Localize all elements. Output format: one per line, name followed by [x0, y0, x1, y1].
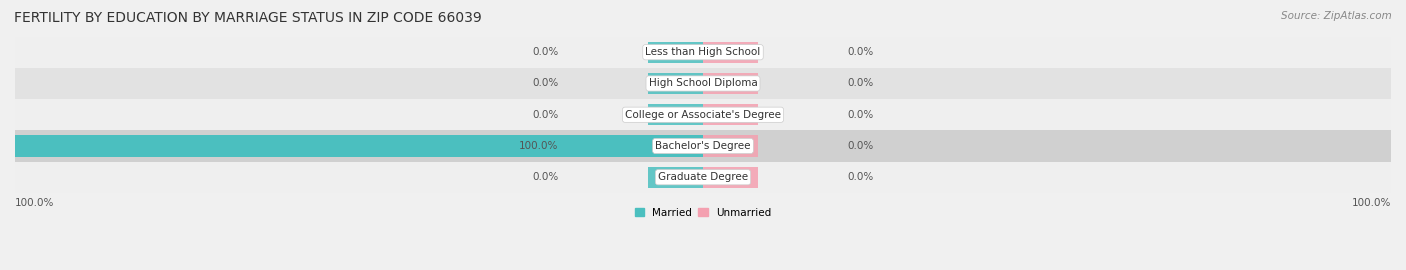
Text: Graduate Degree: Graduate Degree — [658, 172, 748, 182]
Bar — [648, 42, 703, 63]
Text: 100.0%: 100.0% — [1351, 198, 1391, 208]
Bar — [703, 104, 758, 125]
Text: Less than High School: Less than High School — [645, 47, 761, 57]
Bar — [15, 68, 1391, 99]
Legend: Married, Unmarried: Married, Unmarried — [630, 204, 776, 222]
Text: 0.0%: 0.0% — [533, 172, 558, 182]
Bar — [15, 99, 1391, 130]
Bar — [15, 130, 1391, 162]
Text: College or Associate's Degree: College or Associate's Degree — [626, 110, 780, 120]
Bar — [648, 73, 703, 94]
Text: 0.0%: 0.0% — [848, 47, 873, 57]
Bar — [15, 135, 703, 157]
Bar — [15, 37, 1391, 68]
Text: FERTILITY BY EDUCATION BY MARRIAGE STATUS IN ZIP CODE 66039: FERTILITY BY EDUCATION BY MARRIAGE STATU… — [14, 11, 482, 25]
Text: 0.0%: 0.0% — [848, 110, 873, 120]
Bar — [703, 73, 758, 94]
Bar — [15, 162, 1391, 193]
Text: 100.0%: 100.0% — [519, 141, 558, 151]
Text: 0.0%: 0.0% — [533, 47, 558, 57]
Text: 0.0%: 0.0% — [533, 110, 558, 120]
Text: 0.0%: 0.0% — [848, 79, 873, 89]
Text: Bachelor's Degree: Bachelor's Degree — [655, 141, 751, 151]
Bar — [648, 104, 703, 125]
Bar — [648, 167, 703, 188]
Text: Source: ZipAtlas.com: Source: ZipAtlas.com — [1281, 11, 1392, 21]
Bar — [703, 42, 758, 63]
Text: High School Diploma: High School Diploma — [648, 79, 758, 89]
Text: 0.0%: 0.0% — [533, 79, 558, 89]
Text: 0.0%: 0.0% — [848, 141, 873, 151]
Bar — [703, 135, 758, 157]
Bar — [703, 167, 758, 188]
Text: 0.0%: 0.0% — [848, 172, 873, 182]
Text: 100.0%: 100.0% — [15, 198, 55, 208]
